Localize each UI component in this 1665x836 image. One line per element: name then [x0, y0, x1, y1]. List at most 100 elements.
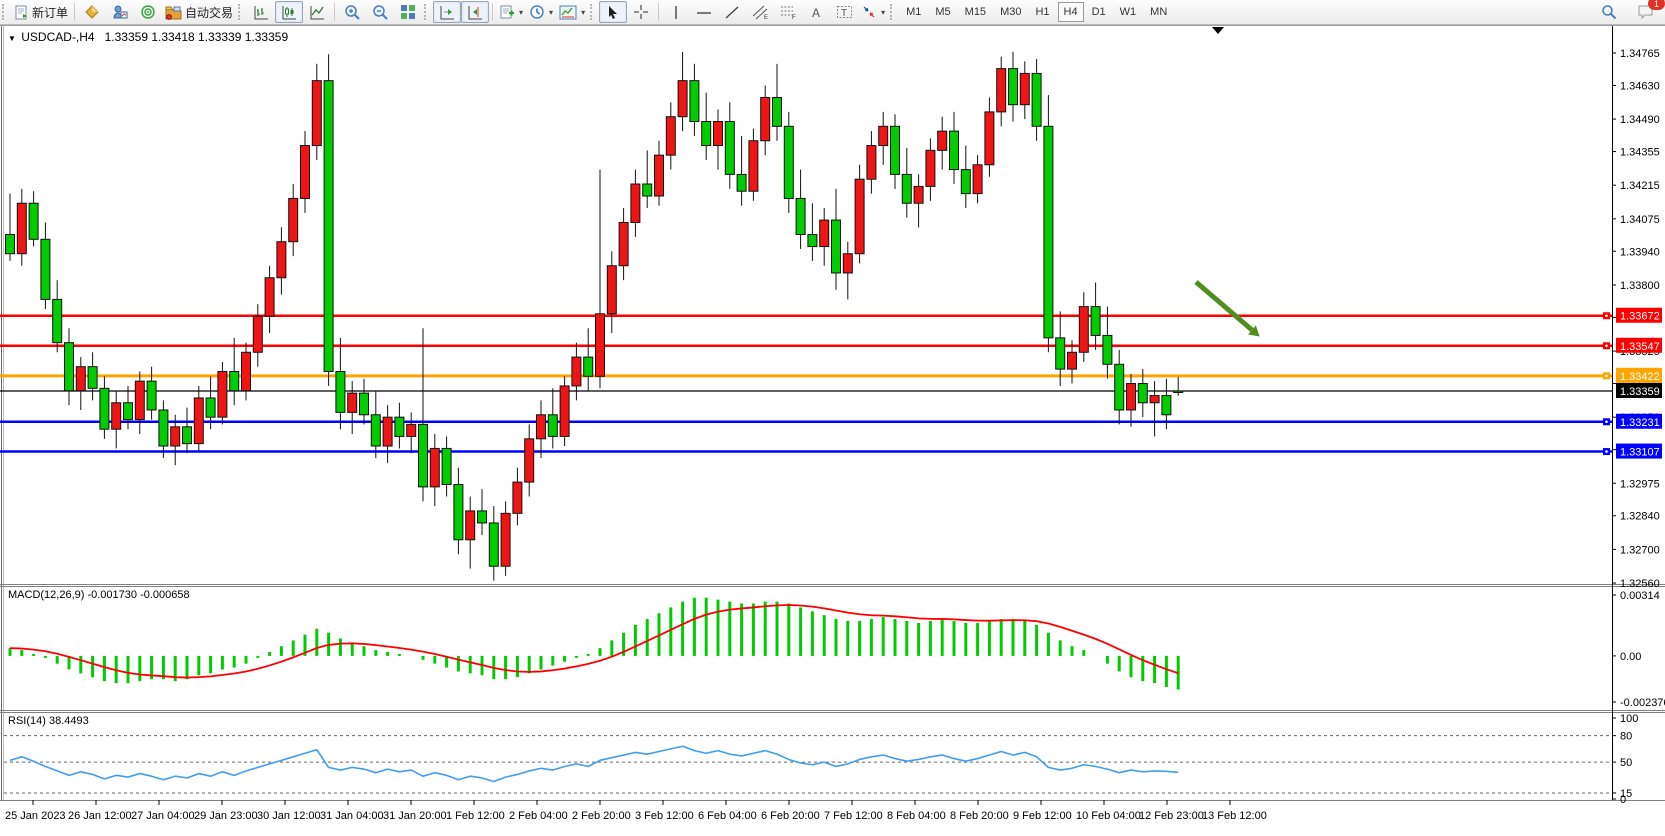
toolbar-separator [74, 3, 76, 21]
gold-diamond-icon [85, 5, 99, 19]
timeframe-button-m30[interactable]: M30 [1000, 6, 1022, 18]
toolbar-grip [890, 4, 897, 20]
candle-body [937, 130, 948, 151]
candle-body [500, 512, 511, 567]
svg-text:T: T [841, 8, 847, 19]
candle-body [807, 233, 818, 248]
time-tick-label: 25 Jan 2023 [5, 810, 66, 822]
signal-icon [141, 5, 155, 19]
timeframe-button-w1[interactable]: W1 [1119, 6, 1137, 18]
template-button[interactable]: ▾ [556, 1, 588, 23]
trendline-icon [725, 5, 739, 19]
time-tick-label: 29 Jan 23:00 [194, 810, 258, 822]
price-tick-label: 1.33940 [1620, 246, 1660, 258]
time-tick-label: 31 Jan 20:00 [383, 810, 447, 822]
indicator-series [8, 597, 1180, 783]
candle-body [713, 121, 723, 147]
trendline-tool-button[interactable] [718, 1, 746, 23]
new-order-button[interactable]: 新订单 [11, 1, 71, 23]
arrows-tool-button[interactable]: ▾ [858, 1, 888, 23]
candle-body [736, 173, 747, 192]
line-chart-mode-button[interactable] [303, 1, 331, 23]
price-tick-label: 1.34075 [1620, 214, 1660, 226]
candle-body [1067, 351, 1077, 370]
news-button[interactable] [134, 1, 162, 23]
candle-body [382, 416, 393, 447]
crosshair-tool-button[interactable] [627, 1, 655, 23]
new-chart-button[interactable]: ▾ [496, 1, 526, 23]
line-chart-icon [310, 5, 325, 19]
candle-body [701, 121, 712, 147]
horizontal-line-tool-button[interactable] [690, 1, 718, 23]
price-line-label: 1.33672 [1620, 311, 1660, 323]
toolbar-separator [334, 3, 336, 21]
zoom-in-button[interactable] [338, 1, 366, 23]
cursor-tool-button[interactable] [599, 1, 628, 23]
price-line-label: 1.33359 [1620, 386, 1660, 398]
rsi-tick-label: 80 [1620, 731, 1632, 743]
candle-body [512, 481, 523, 514]
text-tool-button[interactable]: A [802, 1, 830, 23]
time-tick-label: 2 Feb 20:00 [572, 810, 631, 822]
timeframe-button-d1[interactable]: D1 [1091, 6, 1106, 18]
channel-tool-button[interactable]: E [746, 1, 774, 23]
candle-body [1090, 306, 1101, 336]
price-line-label: 1.33231 [1620, 417, 1660, 429]
trend-arrow-head [1248, 325, 1260, 337]
candle-body [123, 402, 133, 421]
candle-body [16, 202, 27, 255]
bar-chart-mode-button[interactable] [247, 1, 275, 23]
search-button[interactable] [1595, 1, 1623, 23]
zoom-out-button[interactable] [366, 1, 394, 23]
time-tick-label: 9 Feb 12:00 [1013, 810, 1072, 822]
timeframe-button-mn[interactable]: MN [1150, 6, 1168, 18]
candle-body [205, 397, 216, 418]
periods-button[interactable]: ▾ [526, 1, 556, 23]
time-tick-label: 27 Jan 04:00 [131, 810, 195, 822]
tile-windows-button[interactable] [394, 1, 422, 23]
candle-body [677, 80, 688, 118]
candle-body [335, 371, 346, 413]
candle-body [241, 351, 251, 392]
candle-body [854, 178, 865, 255]
candle-body [878, 125, 889, 147]
market-watch-button[interactable] [78, 1, 106, 23]
candle-body [571, 356, 582, 387]
candlestick-mode-button[interactable] [275, 1, 304, 23]
candle-body [913, 185, 924, 204]
candle-body [429, 447, 440, 488]
price-tick-label: 1.34630 [1620, 80, 1660, 92]
auto-trading-button[interactable]: 自动交易 [162, 1, 236, 23]
candle-body [984, 111, 995, 166]
candle-body [64, 342, 74, 392]
candle-body [217, 371, 228, 418]
timeframe-button-m15[interactable]: M15 [964, 6, 987, 18]
vertical-line-tool-button[interactable] [662, 1, 690, 23]
trend-arrow-annotation[interactable] [1194, 280, 1254, 332]
candle-body [111, 402, 122, 430]
svg-text:F: F [792, 15, 796, 20]
chart-shift-button[interactable] [461, 1, 490, 23]
candle-body [1173, 390, 1184, 393]
tester-person-icon [113, 5, 128, 19]
auto-trading-label: 自动交易 [185, 5, 234, 20]
candle-body [75, 366, 86, 392]
strategy-tester-button[interactable] [106, 1, 134, 23]
timeframe-button-m5[interactable]: M5 [935, 6, 951, 18]
notification-badge: 1 [1648, 0, 1665, 10]
timeframe-button-m1[interactable]: M1 [906, 6, 922, 18]
time-tick-label: 1 Feb 12:00 [446, 810, 505, 822]
text-label-tool-button[interactable]: T [830, 1, 858, 23]
candle-body [783, 125, 794, 199]
auto-scroll-button[interactable] [433, 1, 462, 23]
notifications-button[interactable]: 1 [1631, 0, 1665, 23]
timeframe-button-h1[interactable]: H1 [1035, 6, 1050, 18]
fibonacci-tool-button[interactable]: F [774, 1, 802, 23]
candle-body [536, 414, 546, 440]
candle-body [146, 380, 157, 411]
price-line-label: 1.33547 [1620, 341, 1660, 353]
time-tick-label: 13 Feb 12:00 [1202, 810, 1267, 822]
timeframe-button-h4[interactable]: H4 [1057, 2, 1084, 22]
